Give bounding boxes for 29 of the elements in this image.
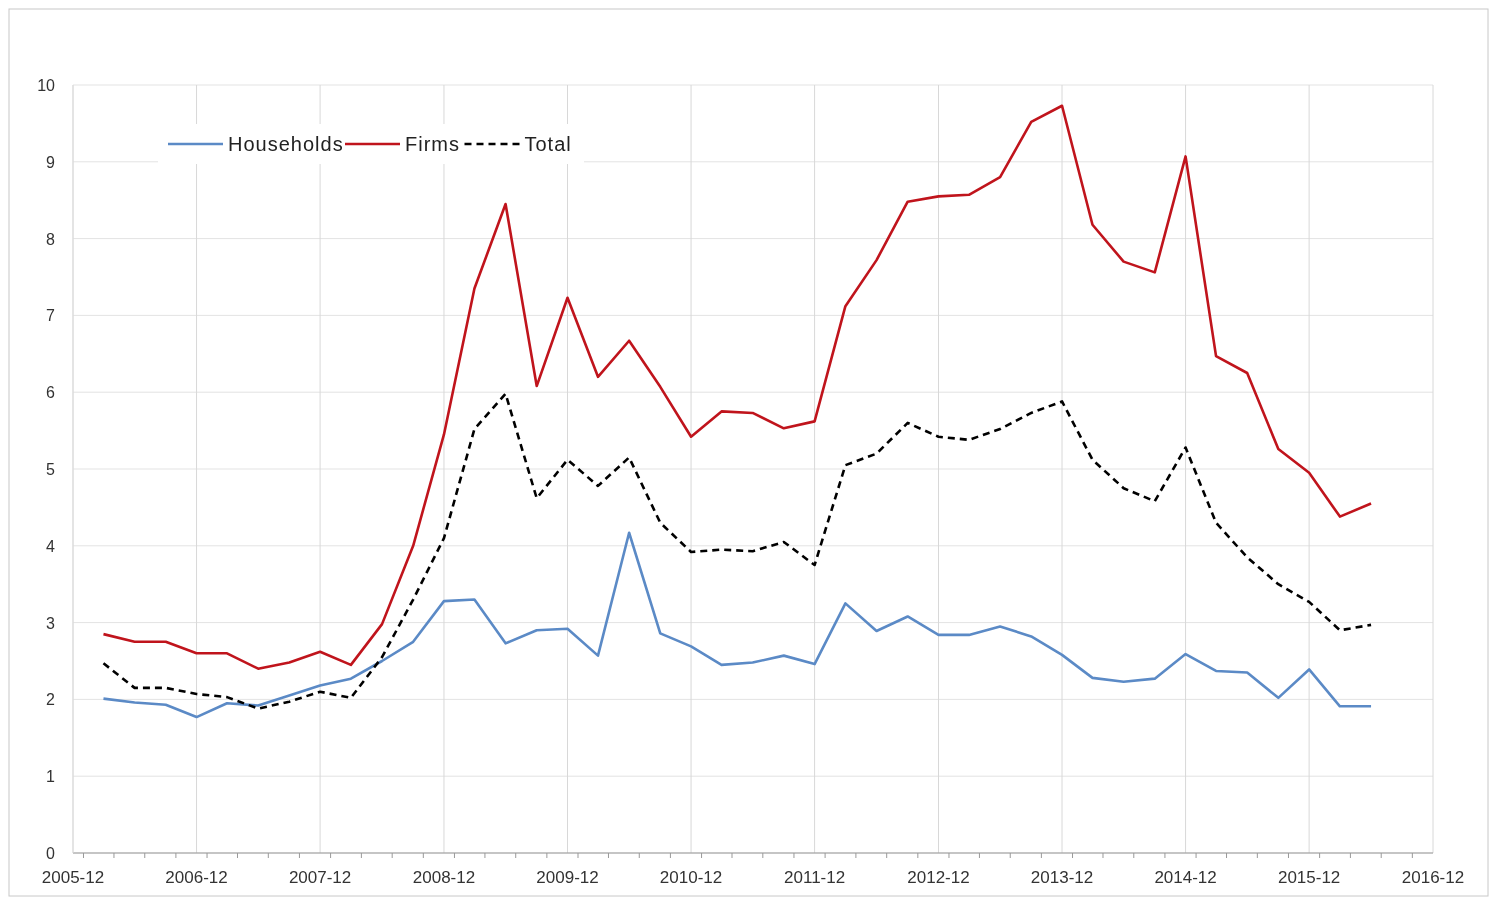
line-series — [102, 104, 1373, 670]
x-tick-label: 2012-12 — [907, 868, 970, 887]
y-tick-label: 5 — [46, 461, 56, 478]
y-tick-label: 6 — [46, 384, 56, 402]
legend-label: Households — [228, 133, 344, 155]
x-tick-label: 2007-12 — [288, 868, 352, 887]
y-tick-label: 3 — [46, 614, 56, 632]
y-tick-label: 9 — [46, 153, 56, 171]
x-tick-label: 2016-12 — [1401, 868, 1465, 887]
y-tick-label: 1 — [46, 768, 56, 786]
y-tick-label: 7 — [46, 307, 56, 325]
x-tick-label: 2005-12 — [41, 868, 105, 887]
y-tick-label: 4 — [46, 537, 56, 555]
x-tick-label: 2011-12 — [784, 868, 846, 887]
y-tick-label: 10 — [37, 77, 56, 94]
x-tick-label: 2015-12 — [1277, 868, 1341, 887]
line-series — [102, 531, 1373, 719]
y-tick-label: 8 — [46, 230, 56, 248]
x-tick-label: 2013-12 — [1030, 868, 1094, 887]
x-tick-label: 2010-12 — [659, 868, 723, 887]
x-tick-label: 2014-12 — [1154, 868, 1217, 887]
x-tick-label: 2009-12 — [536, 868, 599, 887]
legend-label: Total — [524, 133, 572, 155]
x-tick-label: 2008-12 — [412, 868, 476, 887]
y-tick-label: 0 — [46, 845, 56, 862]
line-series — [102, 392, 1373, 710]
y-tick-label: 2 — [46, 691, 56, 709]
legend-label: Firms — [405, 133, 460, 155]
x-tick-label: 2006-12 — [165, 868, 228, 887]
